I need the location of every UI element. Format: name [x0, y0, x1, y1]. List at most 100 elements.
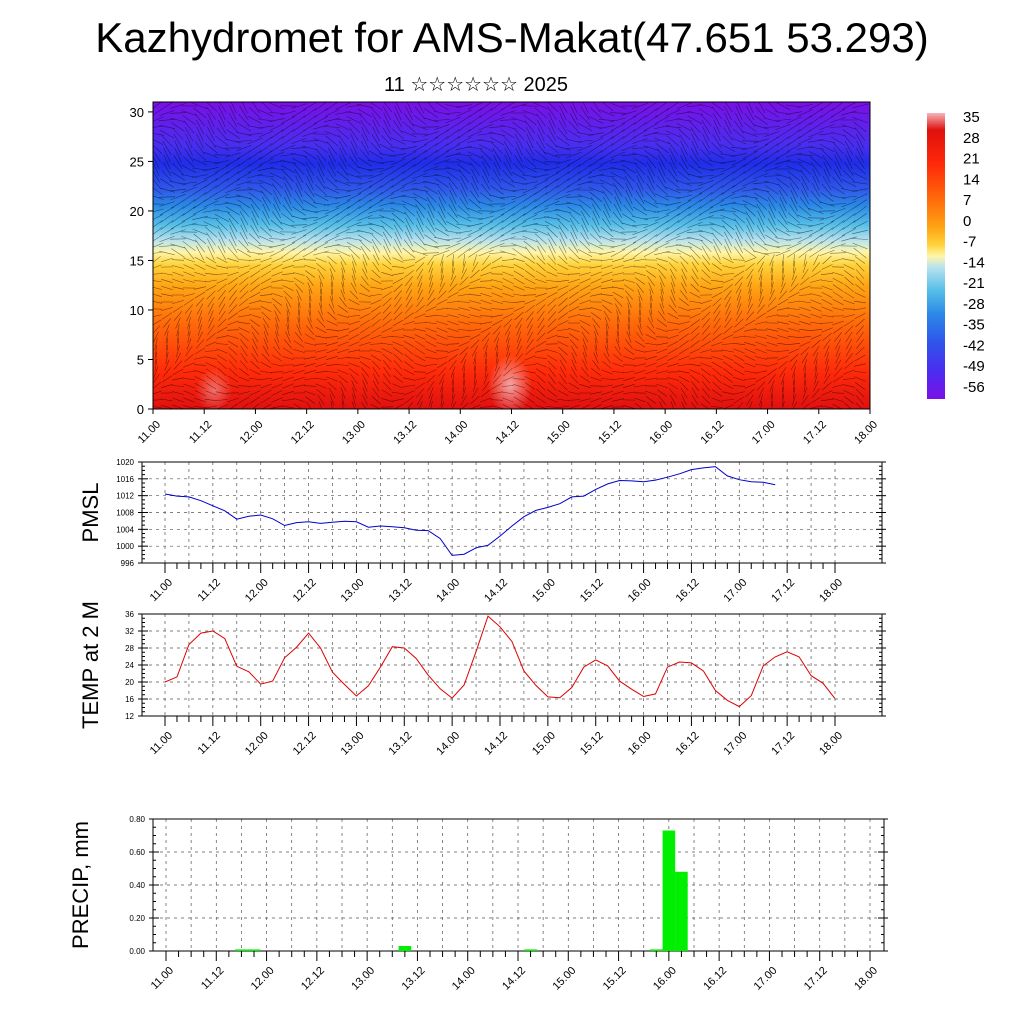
y-axis-label: PRECIP, mm — [68, 821, 93, 949]
x-tick-label: 16.00 — [626, 730, 654, 758]
y-tick-label: 20 — [125, 678, 134, 687]
pmsl-series-line — [164, 466, 776, 556]
x-tick-label: 16.12 — [674, 730, 702, 758]
heatmap-warm-spot — [196, 368, 232, 409]
x-tick-label: 13.12 — [400, 965, 428, 993]
y-tick-label: 32 — [125, 627, 134, 636]
x-tick-label: 15.12 — [578, 730, 606, 758]
precip-bar — [235, 949, 248, 951]
precip-bar — [662, 830, 676, 951]
y-tick-label: 16 — [125, 695, 134, 704]
y-tick-label: 1000 — [116, 542, 134, 551]
y-tick-label: 1020 — [116, 458, 134, 467]
y-tick-label: 1008 — [116, 509, 134, 518]
colorbar-label: 7 — [963, 192, 971, 209]
grid — [142, 461, 882, 564]
grid — [153, 818, 884, 952]
y-axis-label: TEMP at 2 M — [78, 601, 103, 729]
x-tick-label: 18.00 — [817, 577, 845, 605]
y-tick-label: 1004 — [116, 525, 134, 534]
x-tick-label: 15.00 — [530, 577, 558, 605]
x-tick-label: 15.12 — [596, 419, 624, 447]
temp-series-line — [164, 615, 836, 708]
x-tick-label: 14.00 — [450, 965, 478, 993]
y-tick-label: 36 — [125, 610, 134, 619]
x-tick-label: 14.12 — [494, 419, 522, 447]
x-tick-label: 14.00 — [442, 419, 470, 447]
y-axis-label: PMSL — [78, 483, 103, 543]
x-tick-label: 11.00 — [136, 419, 163, 446]
y-tick-label: 1012 — [116, 492, 134, 501]
y-tick-label: 12 — [125, 712, 134, 721]
x-tick-label: 12.12 — [291, 730, 319, 758]
y-tick-label: 0.20 — [129, 914, 145, 923]
x-tick-label: 18.00 — [852, 965, 880, 993]
x-tick-label: 13.12 — [386, 730, 414, 758]
precip-bar — [675, 871, 688, 951]
x-tick-label: 18.00 — [817, 730, 845, 758]
x-tick-label: 15.12 — [578, 577, 606, 605]
y-tick-label: 0.40 — [129, 881, 145, 890]
colorbar-fill — [927, 113, 945, 399]
x-tick-label: 17.00 — [752, 965, 780, 993]
x-tick-label: 16.00 — [647, 419, 675, 447]
x-tick-label: 16.12 — [674, 577, 702, 605]
x-tick-label: 16.12 — [701, 965, 729, 993]
colorbar-label: -21 — [963, 275, 985, 292]
x-tick-label: 14.12 — [482, 730, 510, 758]
x-tick-label: 13.00 — [339, 730, 367, 758]
x-tick-label: 17.00 — [721, 577, 749, 605]
precip-bar — [398, 946, 412, 951]
y-tick-label: 28 — [125, 644, 134, 653]
x-tick-label: 15.00 — [530, 730, 558, 758]
y-tick-label: 5 — [137, 352, 144, 367]
x-tick-label: 11.12 — [196, 577, 223, 604]
wind-vector-lines — [153, 102, 869, 409]
grid — [142, 613, 882, 717]
x-tick-label: 12.12 — [299, 965, 327, 993]
x-tick-label: 14.12 — [482, 577, 510, 605]
pmsl-panel: 996 1000 1004 1008 1012 1016 1020 11.00 11.12 12.… — [78, 458, 886, 605]
precip-bar — [247, 949, 261, 951]
x-tick-label: 12.12 — [291, 577, 319, 605]
page-subtitle: 11 ☆☆☆☆☆☆ 2025 — [384, 74, 568, 96]
heatmap-warm-spot — [488, 355, 532, 409]
colorbar-label: 28 — [963, 130, 980, 147]
x-tick-label: 17.00 — [750, 419, 778, 447]
x-tick-label: 17.12 — [801, 419, 829, 447]
x-tick-label: 12.00 — [249, 965, 277, 993]
x-tick-label: 12.00 — [243, 577, 271, 605]
y-tick-label: 20 — [130, 204, 144, 219]
y-tick-label: 25 — [130, 154, 144, 169]
panel-frame — [141, 613, 883, 717]
temp-panel: 12 16 20 24 28 32 36 11.00 11.12 12.00 12.12 13.00 1… — [78, 601, 886, 758]
colorbar-label: -28 — [963, 296, 985, 313]
colorbar-label: 14 — [963, 171, 980, 188]
y-tick-label: 996 — [121, 559, 135, 568]
x-tick-label: 11.12 — [199, 965, 226, 992]
x-tick-label: 18.00 — [852, 419, 880, 447]
x-tick-label: 14.00 — [434, 730, 462, 758]
y-tick-label: 0.60 — [129, 848, 145, 857]
colorbar-label: -14 — [963, 254, 985, 271]
y-tick-label: 0.80 — [129, 815, 145, 824]
x-tick-label: 16.00 — [651, 965, 679, 993]
x-tick-label: 14.00 — [434, 577, 462, 605]
x-tick-label: 15.00 — [550, 965, 578, 993]
x-tick-label: 13.12 — [391, 419, 419, 447]
x-tick-label: 12.00 — [243, 730, 271, 758]
x-tick-label: 14.12 — [500, 965, 528, 993]
precip-bar — [650, 949, 663, 951]
wind-vectors — [153, 102, 869, 409]
colorbar-label: -56 — [963, 379, 985, 396]
x-tick-label: 13.00 — [349, 965, 377, 993]
colorbar-label: -35 — [963, 317, 985, 334]
panel-frame — [141, 461, 883, 564]
colorbar-label: 21 — [963, 151, 980, 168]
page-title: Kazhydromet for AMS-Makat(47.651 53.293) — [95, 14, 929, 61]
colorbar-label: 0 — [963, 213, 971, 230]
x-tick-label: 12.00 — [238, 419, 266, 447]
x-tick-label: 17.00 — [721, 730, 749, 758]
colorbar-label: 35 — [963, 109, 980, 126]
